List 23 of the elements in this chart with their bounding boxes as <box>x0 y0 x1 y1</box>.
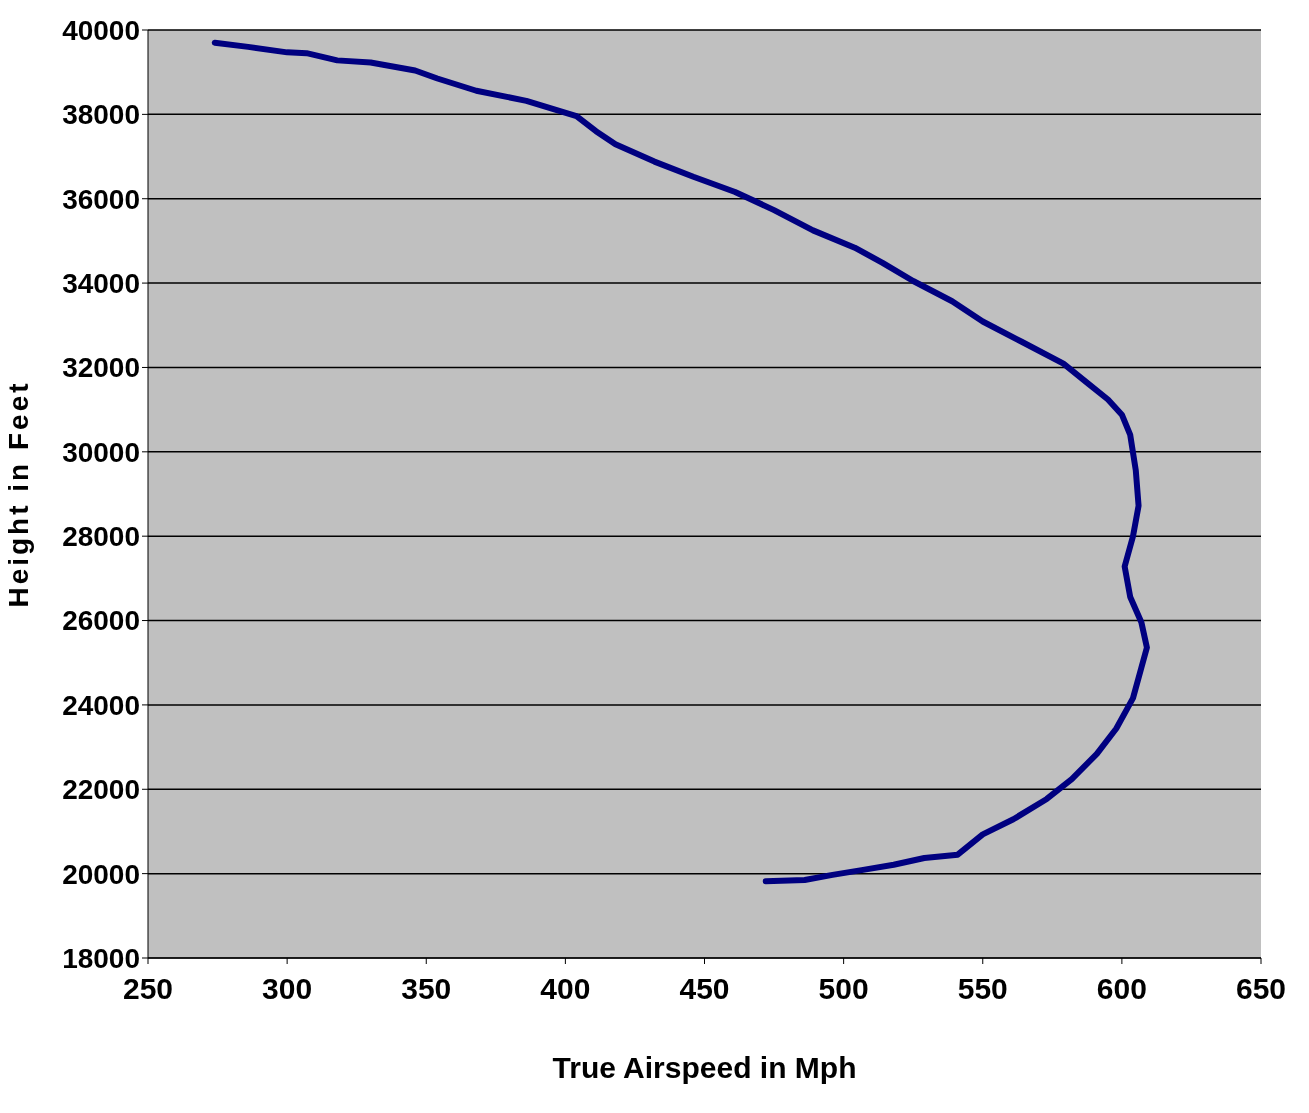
x-tick-label: 650 <box>1235 972 1287 1006</box>
x-tick-label: 450 <box>679 972 730 1006</box>
y-tick-label: 18000 <box>62 942 140 974</box>
y-tick-label: 34000 <box>62 268 140 300</box>
y-tick-label: 26000 <box>62 605 140 637</box>
y-tick-label: 38000 <box>62 99 140 131</box>
y-tick-label: 36000 <box>62 183 140 215</box>
y-tick-label: 30000 <box>62 436 140 468</box>
y-tick-label: 22000 <box>62 774 140 806</box>
x-axis-title: True Airspeed in Mph <box>552 1051 857 1084</box>
x-tick-label: 550 <box>957 972 1008 1006</box>
y-tick-label: 24000 <box>62 689 140 721</box>
x-tick-label: 600 <box>1096 972 1147 1006</box>
y-tick-label: 20000 <box>62 858 140 890</box>
y-axis-title: Height in Feet <box>2 380 34 608</box>
y-tick-label: 28000 <box>62 521 140 553</box>
x-tick-label: 400 <box>540 972 591 1006</box>
y-tick-label: 32000 <box>62 352 140 384</box>
x-tick-label: 300 <box>262 972 313 1006</box>
x-tick-label: 250 <box>122 972 174 1006</box>
x-tick-label: 350 <box>401 972 452 1006</box>
y-tick-label: 40000 <box>62 14 140 46</box>
x-tick-label: 500 <box>818 972 869 1006</box>
